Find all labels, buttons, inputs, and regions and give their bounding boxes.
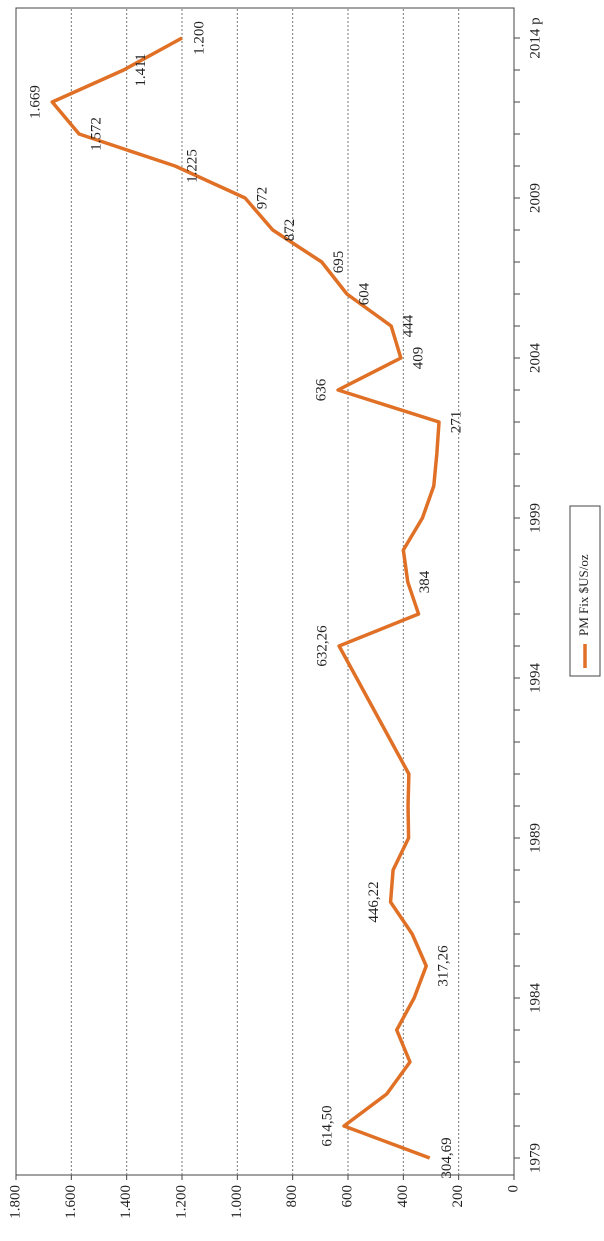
x-tick-label: 1999: [527, 503, 543, 533]
x-tick-label: 2004: [527, 343, 543, 374]
x-tick-label: 2009: [527, 183, 543, 213]
data-label: 1.669: [28, 85, 44, 119]
y-tick-label: 1.200: [173, 1185, 189, 1219]
data-label: 1.200: [191, 21, 207, 55]
data-label: 604: [356, 282, 372, 305]
x-tick-label: 1994: [527, 663, 543, 694]
data-label: 1.411: [133, 53, 149, 86]
x-tick-label: 1989: [527, 823, 543, 853]
data-label: 972: [255, 187, 271, 210]
data-label: 409: [410, 347, 426, 370]
data-label: 1.572: [89, 117, 105, 151]
plot-frame: [15, 7, 515, 1176]
x-tick-label: 2014 p: [527, 17, 543, 58]
y-tick-label: 1.400: [118, 1185, 134, 1219]
data-label: 1.225: [185, 149, 201, 183]
data-label: 614,50: [319, 1105, 335, 1146]
data-label: 446,22: [366, 881, 382, 922]
y-tick-label: 1.600: [63, 1185, 79, 1219]
data-label: 872: [282, 219, 298, 242]
line-series: [50, 36, 441, 1160]
y-tick-label: 0: [505, 1185, 521, 1193]
legend-box: [569, 505, 601, 677]
y-tick-label: 1.800: [7, 1185, 23, 1219]
x-tick-label: 1979: [527, 1143, 543, 1173]
y-tick-label: 200: [450, 1185, 466, 1208]
y-tick-label: 1.000: [229, 1185, 245, 1219]
data-label: 695: [331, 251, 347, 274]
y-tick-label: 400: [395, 1185, 411, 1208]
data-label: 632,26: [315, 625, 331, 667]
y-tick-label: 600: [339, 1185, 355, 1208]
data-label: 317,26: [436, 945, 452, 987]
data-label: 636: [313, 378, 329, 401]
x-tick-label: 1984: [527, 983, 543, 1014]
data-label: 384: [417, 570, 433, 593]
data-label: 304,69: [439, 1137, 455, 1178]
data-label: 444: [401, 314, 417, 337]
legend-label: PM Fix $US/oz: [576, 554, 591, 636]
y-tick-label: 800: [284, 1185, 300, 1208]
plot: 0 200 400 600 800 1.000 1.200 1.400 1.600 1.800 19…: [7, 7, 601, 1219]
data-label: 271: [448, 411, 464, 434]
